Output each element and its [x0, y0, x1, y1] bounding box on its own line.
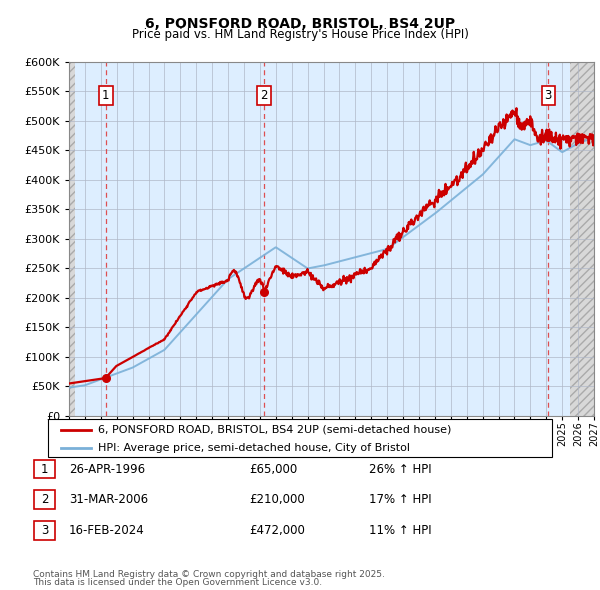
Text: £65,000: £65,000 [249, 463, 297, 476]
Text: 3: 3 [544, 89, 552, 102]
Text: £210,000: £210,000 [249, 493, 305, 506]
Text: 11% ↑ HPI: 11% ↑ HPI [369, 524, 431, 537]
Text: 31-MAR-2006: 31-MAR-2006 [69, 493, 148, 506]
Text: This data is licensed under the Open Government Licence v3.0.: This data is licensed under the Open Gov… [33, 578, 322, 587]
Text: 17% ↑ HPI: 17% ↑ HPI [369, 493, 431, 506]
Text: 16-FEB-2024: 16-FEB-2024 [69, 524, 145, 537]
Text: 6, PONSFORD ROAD, BRISTOL, BS4 2UP (semi-detached house): 6, PONSFORD ROAD, BRISTOL, BS4 2UP (semi… [98, 425, 452, 435]
FancyBboxPatch shape [48, 419, 552, 457]
Text: 6, PONSFORD ROAD, BRISTOL, BS4 2UP: 6, PONSFORD ROAD, BRISTOL, BS4 2UP [145, 17, 455, 31]
Text: 1: 1 [102, 89, 110, 102]
FancyBboxPatch shape [34, 460, 55, 478]
Bar [69, 62, 74, 416]
Text: 2: 2 [41, 493, 48, 506]
Text: 26-APR-1996: 26-APR-1996 [69, 463, 145, 476]
Text: Price paid vs. HM Land Registry's House Price Index (HPI): Price paid vs. HM Land Registry's House … [131, 28, 469, 41]
Text: 2: 2 [260, 89, 268, 102]
FancyBboxPatch shape [34, 490, 55, 509]
Text: 26% ↑ HPI: 26% ↑ HPI [369, 463, 431, 476]
FancyBboxPatch shape [34, 521, 55, 540]
Text: Contains HM Land Registry data © Crown copyright and database right 2025.: Contains HM Land Registry data © Crown c… [33, 570, 385, 579]
Text: 3: 3 [41, 524, 48, 537]
Text: HPI: Average price, semi-detached house, City of Bristol: HPI: Average price, semi-detached house,… [98, 442, 410, 453]
Text: 1: 1 [41, 463, 48, 476]
Text: £472,000: £472,000 [249, 524, 305, 537]
Bar [570, 62, 594, 416]
